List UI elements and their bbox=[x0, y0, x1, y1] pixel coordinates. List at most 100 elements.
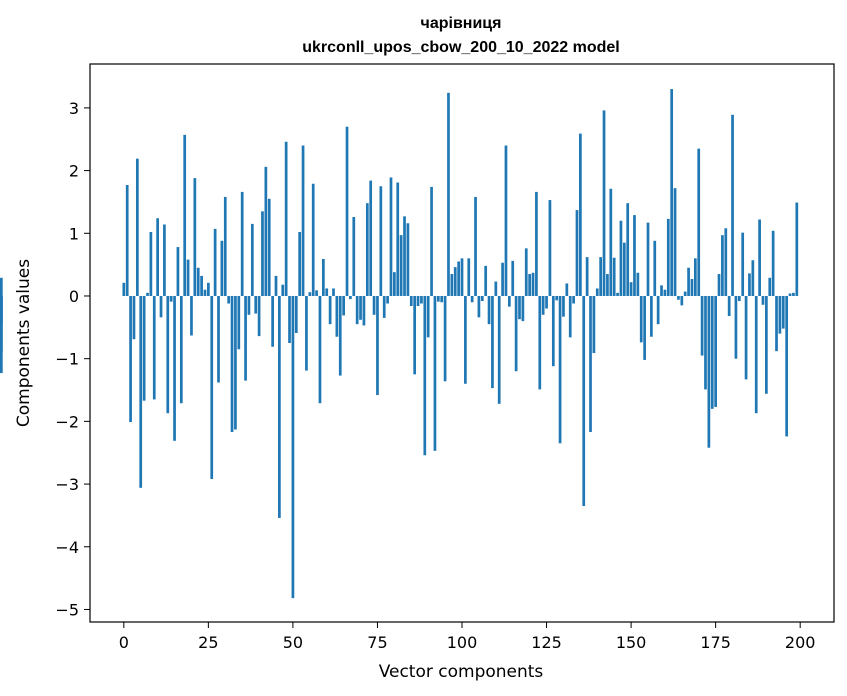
bar bbox=[409, 295, 413, 307]
bar bbox=[288, 295, 291, 343]
bar bbox=[781, 295, 785, 329]
bar bbox=[622, 242, 626, 296]
bar bbox=[690, 279, 694, 296]
bar bbox=[244, 295, 247, 381]
bar bbox=[220, 240, 224, 296]
x-tick-label: 0 bbox=[119, 633, 129, 652]
bar bbox=[186, 259, 190, 296]
bar bbox=[494, 281, 498, 296]
bar bbox=[284, 141, 288, 296]
bar bbox=[562, 295, 565, 317]
bar bbox=[298, 232, 302, 296]
bar bbox=[379, 186, 383, 296]
bar bbox=[207, 282, 210, 296]
bar bbox=[203, 289, 207, 296]
bar bbox=[271, 295, 274, 347]
bar bbox=[484, 265, 488, 296]
bar bbox=[687, 267, 690, 296]
bar bbox=[393, 272, 396, 296]
bar bbox=[315, 290, 318, 296]
bar bbox=[710, 295, 714, 409]
x-tick-label: 200 bbox=[785, 633, 816, 652]
x-tick-label: 75 bbox=[367, 633, 387, 652]
bar bbox=[765, 295, 768, 394]
bar bbox=[234, 295, 237, 430]
bar bbox=[301, 145, 305, 296]
bar bbox=[345, 126, 349, 296]
bar bbox=[514, 295, 518, 372]
bar bbox=[457, 261, 460, 296]
bar bbox=[545, 295, 548, 309]
bar bbox=[372, 295, 376, 315]
bar bbox=[771, 230, 775, 296]
y-axis-label: Components values bbox=[14, 259, 34, 427]
bar bbox=[129, 295, 132, 422]
bar bbox=[213, 228, 217, 296]
bar bbox=[616, 292, 619, 296]
bar bbox=[511, 260, 515, 296]
bar bbox=[436, 295, 440, 302]
bar bbox=[480, 295, 484, 301]
y-tick-label: −2 bbox=[55, 412, 79, 431]
bar bbox=[305, 295, 308, 371]
bar bbox=[656, 295, 660, 325]
bar bbox=[190, 295, 193, 336]
bar bbox=[416, 295, 420, 307]
bar bbox=[433, 295, 437, 451]
bar bbox=[325, 288, 329, 296]
bar bbox=[318, 295, 322, 404]
bar bbox=[744, 295, 748, 380]
x-tick-label: 175 bbox=[700, 633, 731, 652]
bar bbox=[200, 275, 203, 296]
bar bbox=[660, 285, 663, 296]
bar bbox=[426, 295, 430, 338]
bar bbox=[673, 188, 677, 296]
bar bbox=[758, 219, 761, 296]
bar bbox=[217, 295, 220, 383]
bar bbox=[751, 260, 755, 296]
bar bbox=[609, 188, 613, 296]
bar bbox=[152, 295, 156, 400]
bar bbox=[541, 295, 545, 315]
bar bbox=[240, 191, 244, 296]
bar bbox=[538, 295, 542, 390]
bar bbox=[359, 295, 362, 320]
bar bbox=[257, 295, 261, 337]
x-axis-label: Vector components bbox=[379, 662, 544, 682]
bar bbox=[406, 223, 410, 296]
bar bbox=[342, 295, 345, 316]
bar bbox=[142, 295, 146, 401]
bar bbox=[254, 295, 258, 314]
bar bbox=[365, 203, 369, 296]
bar bbox=[173, 295, 176, 441]
bar bbox=[602, 110, 606, 296]
bar bbox=[633, 215, 636, 296]
bar bbox=[585, 257, 589, 296]
bar bbox=[643, 295, 646, 360]
bar bbox=[0, 277, 3, 296]
bar bbox=[450, 274, 454, 296]
bar bbox=[721, 235, 724, 296]
bar bbox=[156, 218, 159, 296]
bar bbox=[693, 258, 697, 296]
bar bbox=[230, 295, 234, 433]
bar bbox=[332, 288, 335, 296]
bar bbox=[558, 295, 562, 444]
bar bbox=[612, 257, 616, 296]
x-tick-label: 25 bbox=[198, 633, 218, 652]
bar bbox=[369, 180, 373, 296]
bar bbox=[535, 191, 538, 296]
bar bbox=[768, 277, 772, 296]
bar bbox=[264, 166, 268, 296]
bar bbox=[714, 295, 717, 407]
bar bbox=[0, 295, 3, 325]
bar bbox=[250, 223, 254, 296]
bar bbox=[274, 275, 278, 296]
bar bbox=[548, 200, 552, 296]
plot-frame bbox=[89, 63, 835, 623]
bar bbox=[430, 186, 433, 296]
bar bbox=[737, 295, 741, 301]
x-tick-label: 150 bbox=[616, 633, 647, 652]
bar bbox=[132, 295, 136, 340]
bars-group bbox=[0, 89, 799, 599]
